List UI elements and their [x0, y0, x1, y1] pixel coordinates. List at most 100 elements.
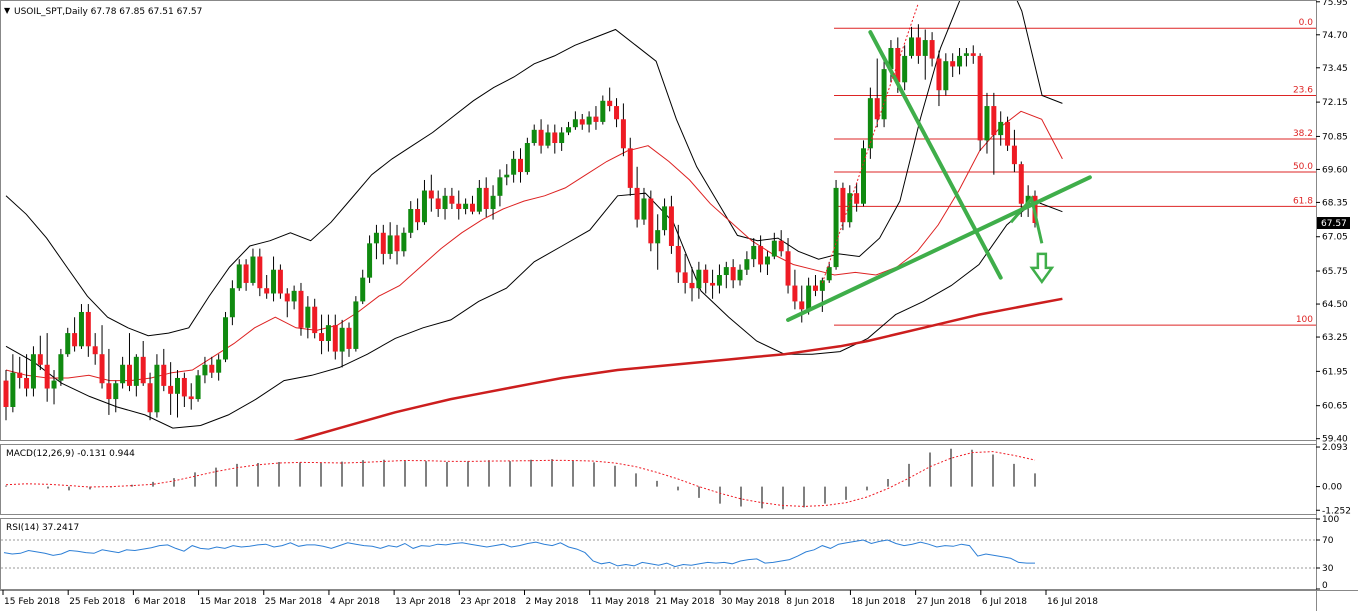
bullish-candle [957, 55, 963, 67]
price-axis-label: 59.40 [1322, 435, 1348, 445]
bullish-candle [339, 327, 345, 352]
bullish-candle [998, 121, 1004, 136]
bearish-candle [44, 364, 50, 389]
current-price-marker [1317, 217, 1350, 230]
time-axis-label: 8 Jun 2018 [786, 597, 835, 607]
bearish-candle [37, 354, 43, 365]
time-axis-label: 30 May 2018 [721, 597, 780, 607]
time-axis-label: 23 Apr 2018 [460, 597, 516, 607]
bearish-candle [518, 158, 523, 173]
bearish-candle [552, 132, 558, 144]
time-axis-label: 15 Feb 2018 [4, 597, 60, 607]
bearish-candle [298, 290, 304, 328]
bearish-candle [1005, 121, 1011, 146]
bullish-candle [861, 148, 866, 204]
bullish-candle [30, 354, 36, 389]
bearish-candle [92, 346, 98, 355]
bearish-candle [147, 383, 153, 413]
bullish-candle [120, 364, 126, 384]
bullish-candle [751, 245, 757, 260]
bullish-candle [58, 354, 64, 381]
bearish-candle [181, 377, 187, 397]
bearish-candle [730, 267, 736, 281]
bullish-candle [922, 40, 928, 56]
rsi-axis-label: 70 [1322, 536, 1334, 546]
bullish-candle [401, 232, 407, 252]
bullish-candle [881, 69, 887, 120]
price-axis-label: 67.05 [1322, 233, 1348, 243]
bearish-candle [614, 106, 620, 120]
bearish-candle [840, 187, 846, 223]
bearish-candle [264, 288, 270, 294]
bollinger-middle-line [5, 110, 1063, 382]
rising-support-line [786, 175, 1092, 322]
bullish-candle [10, 372, 16, 408]
bearish-candle [620, 119, 626, 149]
bearish-candle [950, 61, 956, 67]
bullish-candle [236, 264, 242, 289]
time-axis-label: 25 Mar 2018 [265, 597, 322, 607]
bullish-candle [367, 243, 373, 278]
price-axis-label: 72.15 [1322, 98, 1348, 108]
bullish-candle [291, 290, 297, 302]
bearish-candle [346, 327, 352, 349]
bearish-candle [3, 380, 9, 408]
fibonacci-level-label: 50.0 [1293, 162, 1313, 172]
bullish-candle [545, 132, 551, 146]
bullish-candle [51, 380, 57, 389]
bullish-candle [943, 61, 949, 91]
time-axis-label: 15 Mar 2018 [200, 597, 257, 607]
bullish-candle [559, 132, 565, 144]
bearish-candle [758, 245, 764, 265]
bearish-candle [579, 119, 585, 125]
bearish-candle [895, 47, 901, 83]
bullish-candle [65, 333, 71, 355]
bullish-candle [531, 129, 537, 144]
bearish-candle [778, 240, 784, 252]
bullish-candle [806, 285, 812, 310]
bearish-candle [140, 356, 146, 384]
fibonacci-level-label: 38.2 [1293, 129, 1313, 139]
bullish-candle [154, 364, 160, 413]
bullish-candle [78, 311, 84, 347]
bearish-candle [915, 37, 921, 56]
bullish-candle [867, 98, 873, 149]
bullish-candle [387, 235, 393, 254]
bearish-candle [1018, 164, 1024, 204]
bullish-candle [271, 269, 277, 294]
bearish-candle [689, 282, 695, 289]
bearish-candle [1011, 145, 1017, 165]
bearish-candle [682, 272, 688, 283]
fibonacci-level-label: 0.0 [1299, 18, 1314, 28]
symbol-menu-icon[interactable]: ▼ [4, 6, 11, 15]
price-axis-label: 73.45 [1322, 64, 1348, 74]
fibonacci-level-label: 23.6 [1293, 86, 1313, 96]
bearish-candle [394, 235, 400, 252]
bullish-candle [902, 55, 908, 83]
bearish-candle [469, 203, 475, 212]
bullish-candle [662, 206, 668, 231]
bullish-candle [305, 306, 311, 328]
bullish-candle [229, 288, 235, 318]
rsi-axis-label: 30 [1322, 564, 1334, 574]
fibonacci-level-label: 100 [1296, 315, 1313, 325]
price-plot-area[interactable]: 0.0 23.6 38.2 50.0 61.8 100 [3, 0, 1317, 515]
dotted-projection-line [821, 2, 919, 284]
down-arrow-icon [1029, 252, 1055, 285]
bullish-candle [463, 203, 469, 210]
bearish-candle [243, 264, 249, 283]
time-axis-label: 11 May 2018 [591, 597, 650, 607]
rsi-line [3, 539, 1035, 568]
time-axis-label: 2 May 2018 [526, 597, 579, 607]
rsi-plot-area[interactable] [1, 539, 1316, 569]
fibonacci-level-label: 61.8 [1293, 196, 1313, 206]
bearish-candle [936, 58, 942, 91]
time-axis-label: 16 Jul 2018 [1047, 597, 1098, 607]
rsi-axis-label: 0 [1322, 581, 1328, 591]
bearish-candle [977, 55, 983, 141]
bearish-candle [668, 206, 674, 246]
main-chart-title: USOIL_SPT,Daily 67.78 67.85 67.51 67.57 [14, 7, 202, 17]
macd-plot-area[interactable] [5, 448, 1036, 510]
